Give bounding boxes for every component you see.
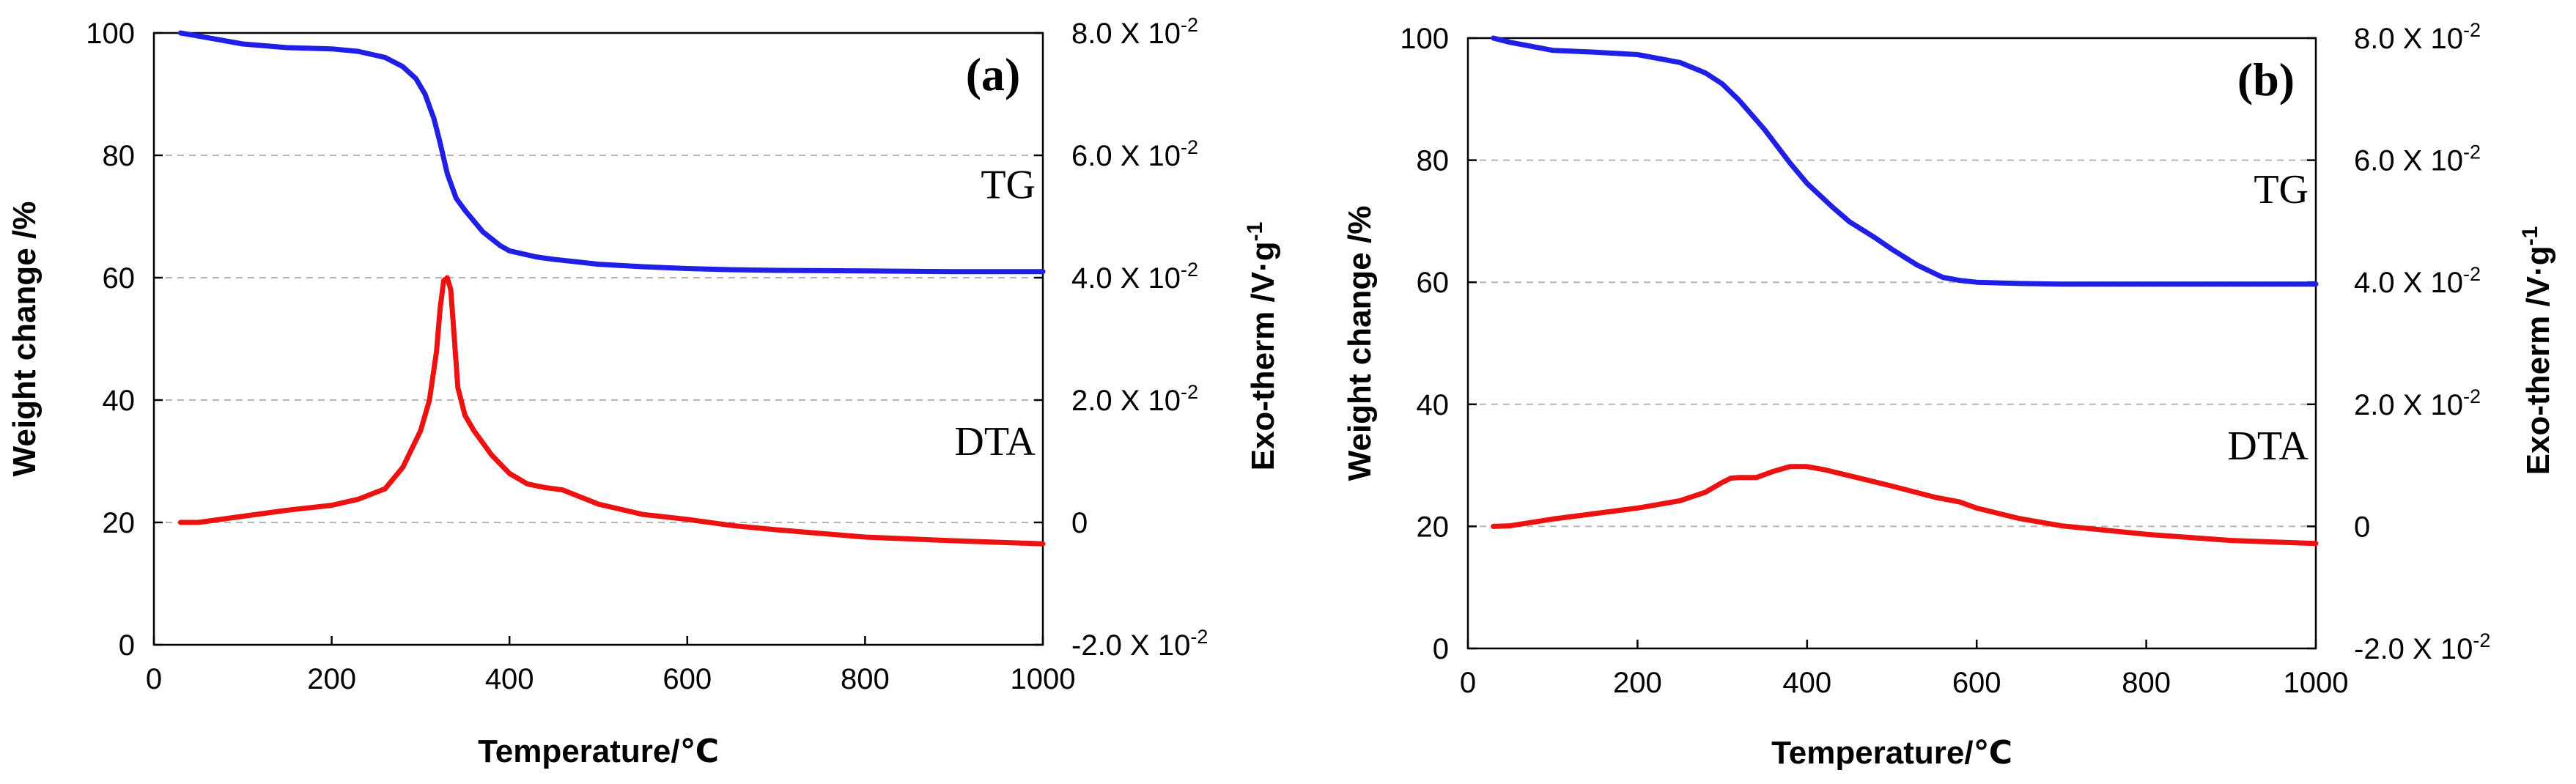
y-tick-label: 100 <box>86 18 135 50</box>
x-tick-label: 600 <box>1952 667 2001 699</box>
series-line-tg <box>1491 35 2319 287</box>
series-line-dta <box>177 275 1046 547</box>
x-tick-label: 400 <box>1782 667 1831 699</box>
x-tick-label: 600 <box>663 663 712 695</box>
y2-tick-label: 6.0 X 10-2 <box>2354 141 2481 177</box>
annotation-dta: DTA <box>2227 424 2309 469</box>
y2-tick-label: 4.0 X 10-2 <box>2354 263 2481 299</box>
y2-tick-label: 2.0 X 10-2 <box>1071 381 1198 417</box>
x-axis-title: Temperature/℃ <box>478 733 719 769</box>
x-tick-label: 1000 <box>1011 663 1076 695</box>
y-tick-label: 40 <box>1417 389 1450 421</box>
y-tick-label: 20 <box>103 507 136 539</box>
x-axis-title: Temperature/℃ <box>1771 735 2012 771</box>
y-tick-label: 0 <box>119 629 135 662</box>
y2-tick-label: 4.0 X 10-2 <box>1071 259 1198 295</box>
x-tick-label: 200 <box>307 663 356 695</box>
y-tick-label: 60 <box>1417 267 1450 299</box>
y-axis-title: Weight change /% <box>1342 206 1378 481</box>
y-tick-label: 80 <box>1417 145 1450 177</box>
plot-frame <box>1466 37 2317 650</box>
annotation-dta: DTA <box>954 419 1036 465</box>
y-tick-label: 80 <box>103 140 136 172</box>
y2-axis-title: Exo-therm /V·g-1 <box>2518 226 2556 476</box>
y-tick-label: 60 <box>103 262 136 295</box>
x-tick-label: 400 <box>485 663 534 695</box>
y2-tick-label: 2.0 X 10-2 <box>2354 385 2481 421</box>
panel-label: (b) <box>2237 53 2295 106</box>
y2-tick-label: 6.0 X 10-2 <box>1071 136 1198 172</box>
y2-tick-label: 0 <box>2354 511 2370 543</box>
y-tick-label: 0 <box>1433 633 1449 665</box>
y-tick-label: 40 <box>103 385 136 417</box>
y2-tick-label: 0 <box>1071 507 1088 539</box>
x-tick-label: 0 <box>1460 667 1476 699</box>
y2-tick-label: 8.0 X 10-2 <box>1071 14 1198 50</box>
y2-axis-title: Exo-therm /V·g-1 <box>1243 222 1281 471</box>
panel-label: (a) <box>966 48 1021 100</box>
y2-tick-label: 8.0 X 10-2 <box>2354 19 2481 55</box>
x-tick-label: 1000 <box>2284 667 2349 699</box>
x-tick-label: 800 <box>841 663 890 695</box>
annotation-tg: TG <box>981 162 1036 207</box>
series-line-dta <box>1491 464 2319 547</box>
x-tick-label: 800 <box>2122 667 2171 699</box>
y-tick-label: 100 <box>1400 23 1449 55</box>
plot-frame <box>152 32 1044 646</box>
annotation-tg: TG <box>2254 167 2309 212</box>
y-tick-label: 20 <box>1417 511 1450 543</box>
series-line-tg <box>177 30 1046 275</box>
y2-tick-label: -2.0 X 10-2 <box>2354 629 2490 665</box>
x-tick-label: 200 <box>1613 667 1662 699</box>
x-tick-label: 0 <box>146 663 162 695</box>
y-axis-title: Weight change /% <box>7 201 43 477</box>
y2-tick-label: -2.0 X 10-2 <box>1071 626 1208 662</box>
